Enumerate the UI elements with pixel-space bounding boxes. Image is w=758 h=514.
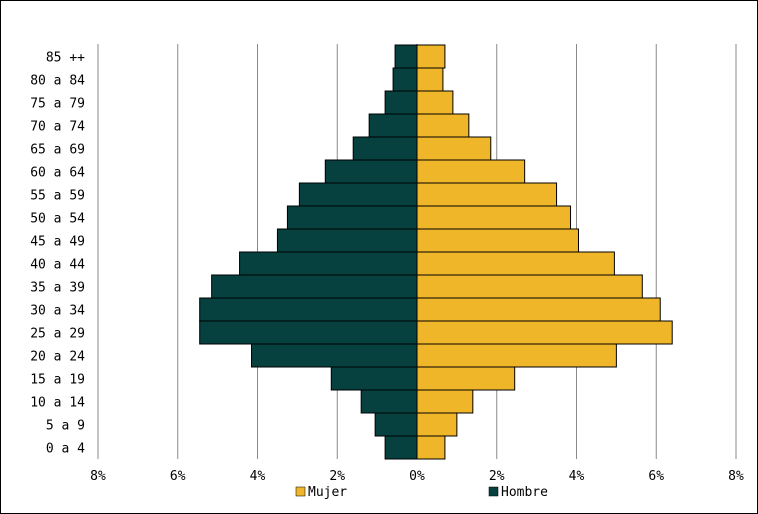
bar-mujer-55-a-59: [416, 182, 558, 207]
bar-hombre-20-a-24: [251, 343, 418, 368]
x-tick-label: 8%: [90, 469, 106, 484]
y-tick-label: 50 a 54: [30, 212, 85, 227]
y-tick-label: 45 a 49: [30, 235, 85, 250]
y-tick-label: 70 a 74: [30, 120, 85, 135]
bar-mujer-80-a-84: [416, 67, 444, 92]
bar-mujer-20-a-24: [416, 343, 617, 368]
bar-hombre-35-a-39: [211, 274, 418, 299]
x-tick-label: 8%: [728, 469, 744, 484]
bar-hombre-30-a-34: [199, 297, 418, 322]
bar-hombre-15-a-19: [330, 366, 418, 391]
bar-mujer-35-a-39: [416, 274, 643, 299]
bar-mujer-60-a-64: [416, 159, 526, 184]
y-tick-label: 65 a 69: [30, 143, 85, 158]
bar-mujer-40-a-44: [416, 251, 615, 276]
y-tick-label: 85 ++: [46, 51, 85, 66]
bar-hombre-55-a-59: [298, 182, 418, 207]
y-tick-labels: 0 a 4 5 a 9 10 a 14 15 a 19 20 a 24 25 a 29 30…: [30, 51, 85, 457]
bar-mujer-5-a-9: [416, 412, 458, 437]
bar-mujer-0-a-4: [416, 435, 446, 460]
x-tick-label: 4%: [569, 469, 585, 484]
bar-mujer-30-a-34: [416, 297, 661, 322]
x-tick-label: 0%: [409, 469, 425, 484]
x-tick-labels: 8% 6% 4% 2% 0% 2% 4% 6% 8%: [90, 469, 744, 484]
bar-hombre-85-: [394, 44, 418, 69]
bar-hombre-5-a-9: [374, 412, 418, 437]
legend-swatch-mujer: [295, 486, 306, 497]
bars: [199, 44, 673, 460]
y-tick-label: 10 a 14: [30, 396, 85, 411]
y-tick-label: 40 a 44: [30, 258, 85, 273]
x-tick-label: 6%: [648, 469, 664, 484]
x-tick-label: 6%: [170, 469, 186, 484]
bar-mujer-70-a-74: [416, 113, 470, 138]
bar-mujer-75-a-79: [416, 90, 454, 115]
bar-hombre-40-a-44: [239, 251, 418, 276]
y-tick-label: 15 a 19: [30, 373, 85, 388]
bar-mujer-15-a-19: [416, 366, 516, 391]
bar-hombre-75-a-79: [384, 90, 418, 115]
bar-mujer-45-a-49: [416, 228, 579, 253]
bar-hombre-25-a-29: [199, 320, 418, 345]
y-tick-label: 55 a 59: [30, 189, 85, 204]
bar-hombre-70-a-74: [368, 113, 418, 138]
bar-hombre-65-a-69: [352, 136, 418, 161]
legend: Mujer Hombre: [295, 485, 548, 500]
bar-mujer-25-a-29: [416, 320, 673, 345]
x-tick-label: 4%: [250, 469, 266, 484]
bar-hombre-0-a-4: [384, 435, 418, 460]
y-tick-label: 0 a 4: [46, 442, 85, 457]
bar-hombre-45-a-49: [276, 228, 418, 253]
legend-label-mujer: Mujer: [308, 485, 347, 500]
y-tick-label: 80 a 84: [30, 74, 85, 89]
bar-hombre-60-a-64: [324, 159, 418, 184]
bar-mujer-85-: [416, 44, 446, 69]
x-tick-label: 2%: [489, 469, 505, 484]
y-tick-label: 75 a 79: [30, 97, 85, 112]
y-tick-label: 25 a 29: [30, 327, 85, 342]
legend-swatch-hombre: [488, 486, 499, 497]
y-tick-label: 30 a 34: [30, 304, 85, 319]
y-tick-label: 20 a 24: [30, 350, 85, 365]
bar-hombre-80-a-84: [392, 67, 418, 92]
bar-hombre-50-a-54: [286, 205, 418, 230]
y-tick-label: 60 a 64: [30, 166, 85, 181]
x-tick-label: 2%: [329, 469, 345, 484]
bar-hombre-10-a-14: [360, 389, 418, 414]
legend-label-hombre: Hombre: [501, 485, 548, 500]
bar-mujer-50-a-54: [416, 205, 572, 230]
bar-mujer-65-a-69: [416, 136, 492, 161]
y-tick-label: 35 a 39: [30, 281, 85, 296]
bar-mujer-10-a-14: [416, 389, 474, 414]
y-tick-label: 5 a 9: [46, 419, 85, 434]
